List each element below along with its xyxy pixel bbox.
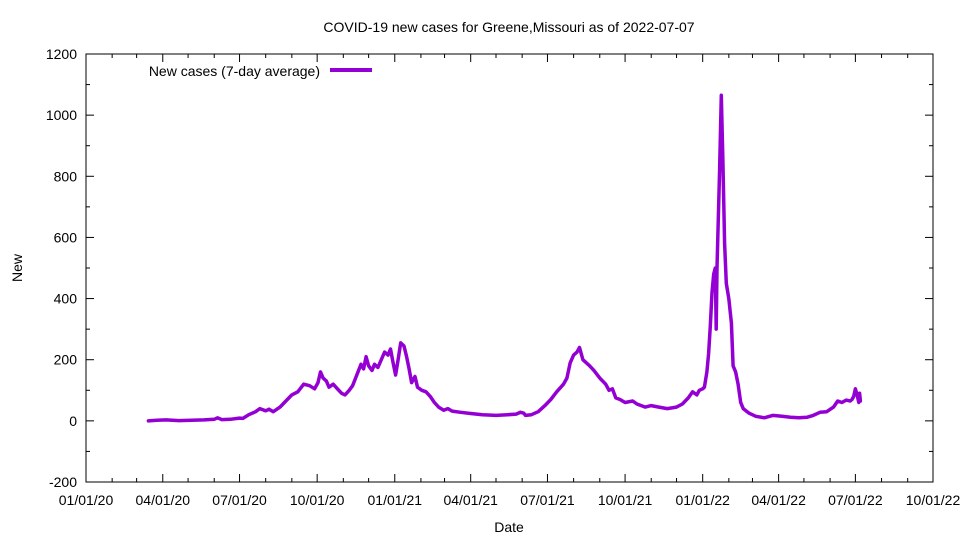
x-tick-label: 01/01/22 (675, 492, 730, 508)
x-tick-label: 04/01/20 (136, 492, 191, 508)
x-tick-label: 07/01/21 (520, 492, 575, 508)
y-tick-label: 400 (54, 291, 78, 307)
y-tick-label: 1000 (46, 107, 77, 123)
y-tick-label: -200 (49, 474, 77, 490)
x-tick-label: 10/01/22 (906, 492, 960, 508)
y-tick-label: 200 (54, 352, 78, 368)
y-axis: -200 0 200 400 600 800 1000 1200 (46, 46, 933, 490)
x-tick-label: 07/01/22 (828, 492, 883, 508)
y-tick-label: 0 (69, 413, 77, 429)
y-tick-label: 800 (54, 168, 78, 184)
y-axis-label: New (9, 253, 25, 282)
x-tick-label: 10/01/21 (598, 492, 653, 508)
x-tick-label: 04/01/21 (443, 492, 498, 508)
series-line (146, 93, 863, 423)
series-group (146, 93, 863, 423)
x-axis: 01/01/20 04/01/20 07/01/20 10/01/20 01/01/21… (59, 54, 960, 508)
x-tick-label: 01/01/21 (368, 492, 423, 508)
legend: New cases (7-day average) (149, 63, 372, 79)
x-tick-label: 01/01/20 (59, 492, 114, 508)
legend-label: New cases (7-day average) (149, 63, 320, 79)
x-tick-label: 10/01/20 (290, 492, 345, 508)
x-tick-label: 04/01/22 (751, 492, 806, 508)
y-tick-label: 600 (54, 229, 78, 245)
chart-title: COVID-19 new cases for Greene,Missouri a… (323, 19, 694, 35)
x-tick-label: 07/01/20 (212, 492, 267, 508)
y-tick-label: 1200 (46, 46, 77, 62)
x-axis-label: Date (494, 519, 524, 535)
